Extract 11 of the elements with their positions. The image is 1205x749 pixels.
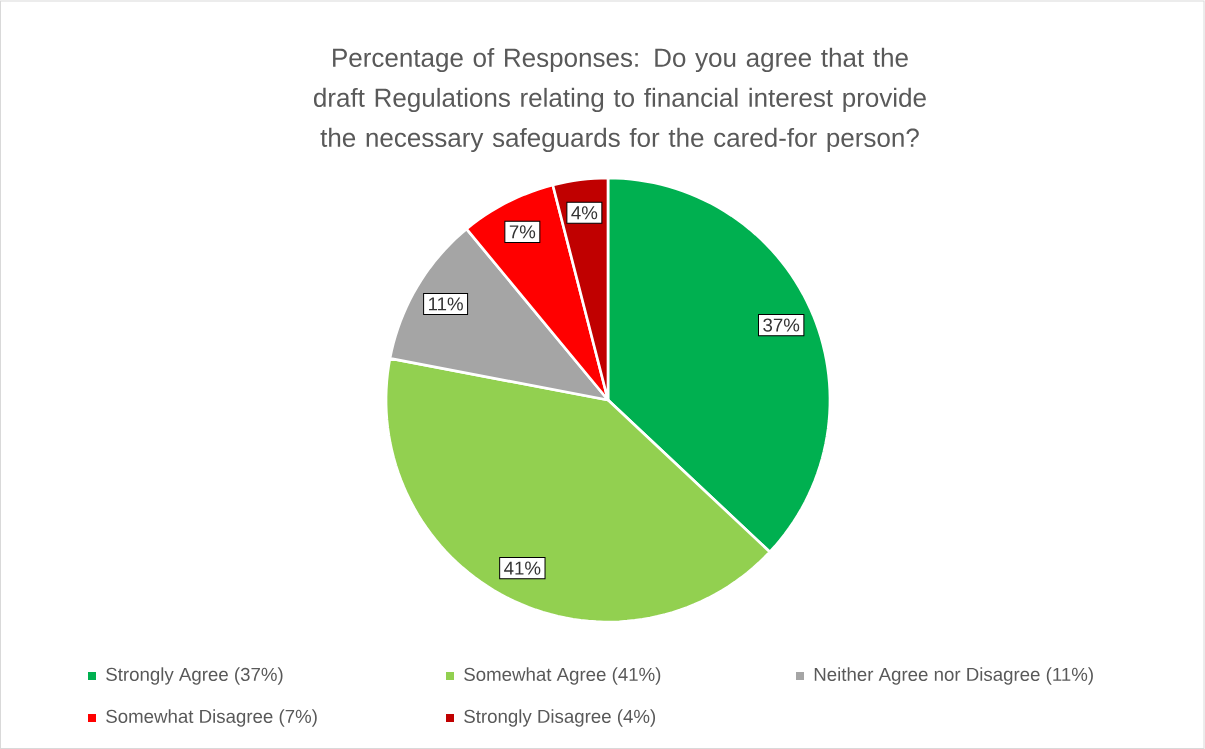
data-label: 37%: [763, 318, 800, 332]
legend-label: Strongly Agree (37%): [106, 667, 283, 685]
legend-label: Somewhat Disagree (7%): [106, 709, 317, 727]
data-label: 11%: [429, 297, 463, 311]
chart-title: Percentage of Responses: Do you agree that the draft Regulations relating to financial interest provide the necessary safeguards for the cared-for person?: [313, 47, 926, 153]
legend-label: Strongly Disagree (4%): [464, 709, 656, 727]
legend-label: Neither Agree nor Disagree (11%): [814, 667, 1093, 685]
data-label: 7%: [509, 225, 536, 239]
legend-label: Somewhat Agree (41%): [464, 667, 661, 685]
data-label: 4%: [571, 206, 598, 220]
data-label: 41%: [504, 561, 541, 575]
